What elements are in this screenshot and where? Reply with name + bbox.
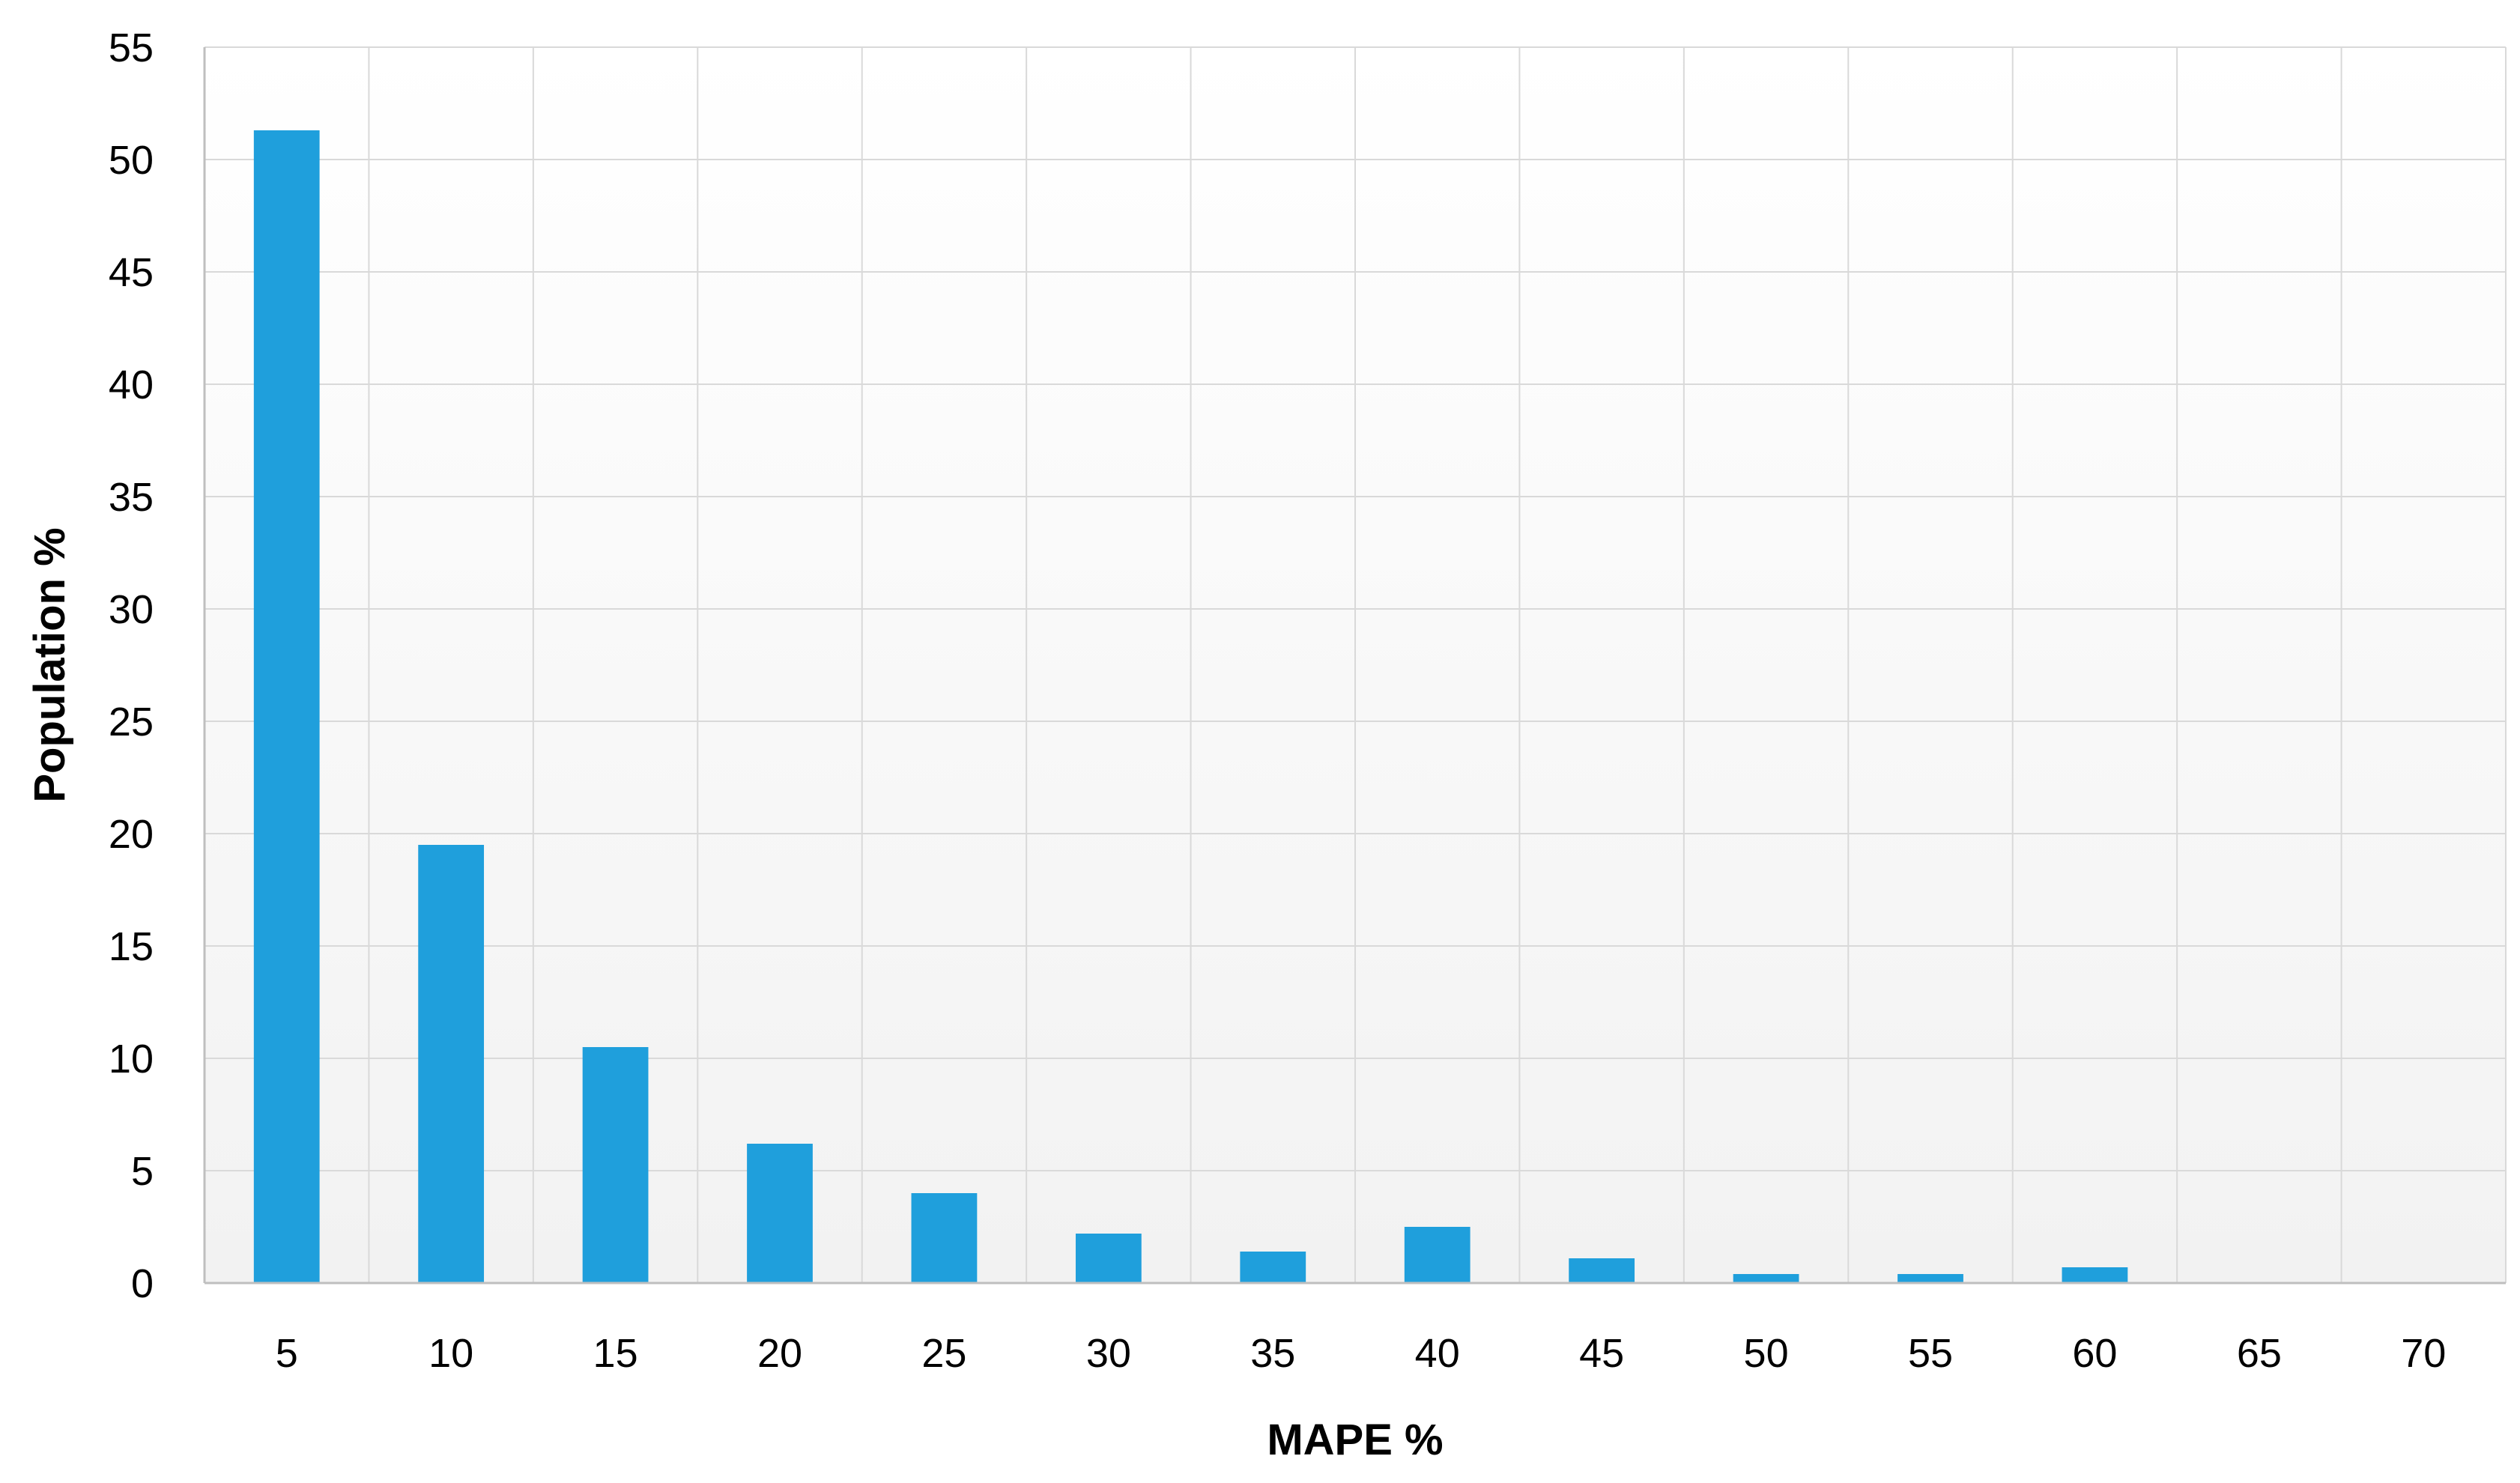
y-tick-label: 25 xyxy=(109,700,154,744)
x-tick-label: 25 xyxy=(921,1331,966,1376)
x-tick-labels: 5 10 15 20 25 30 35 40 45 50 55 60 65 70 xyxy=(276,1331,2447,1376)
y-tick-labels: 0 5 10 15 20 25 30 35 40 45 50 55 xyxy=(109,25,154,1306)
y-axis-title: Population % xyxy=(25,527,74,802)
x-tick-label: 35 xyxy=(1250,1331,1295,1376)
bar-50 xyxy=(1733,1274,1799,1283)
bar-5 xyxy=(253,130,320,1283)
bar-60 xyxy=(2062,1267,2128,1283)
bar-35 xyxy=(1240,1252,1306,1283)
bar-15 xyxy=(582,1047,649,1283)
x-tick-label: 70 xyxy=(2401,1331,2446,1376)
bar-10 xyxy=(418,845,485,1283)
x-tick-label: 30 xyxy=(1086,1331,1131,1376)
x-tick-label: 20 xyxy=(757,1331,802,1376)
y-tick-label: 0 xyxy=(131,1261,154,1306)
y-tick-label: 45 xyxy=(109,250,154,295)
vertical-gridlines xyxy=(368,47,2507,1283)
x-tick-label: 40 xyxy=(1415,1331,1460,1376)
bar-55 xyxy=(1897,1274,1963,1283)
bars xyxy=(253,130,2128,1283)
x-tick-label: 65 xyxy=(2237,1331,2282,1376)
x-tick-label: 55 xyxy=(1908,1331,1953,1376)
bar-45 xyxy=(1569,1258,1635,1283)
y-tick-label: 10 xyxy=(109,1037,154,1082)
bar-30 xyxy=(1075,1234,1142,1283)
y-tick-label: 40 xyxy=(109,363,154,407)
bar-20 xyxy=(747,1144,813,1283)
bar-25 xyxy=(911,1193,978,1283)
x-tick-label: 15 xyxy=(593,1331,638,1376)
x-tick-label: 45 xyxy=(1579,1331,1624,1376)
y-tick-label: 30 xyxy=(109,587,154,632)
bar-40 xyxy=(1404,1227,1470,1283)
x-axis-title: MAPE % xyxy=(1267,1416,1443,1464)
y-tick-label: 50 xyxy=(109,138,154,183)
y-tick-label: 5 xyxy=(131,1149,154,1194)
x-tick-label: 60 xyxy=(2072,1331,2117,1376)
x-tick-label: 5 xyxy=(276,1331,298,1376)
y-tick-label: 35 xyxy=(109,475,154,520)
x-tick-label: 10 xyxy=(428,1331,473,1376)
x-tick-label: 50 xyxy=(1744,1331,1789,1376)
y-tick-label: 15 xyxy=(109,924,154,969)
y-tick-label: 55 xyxy=(109,25,154,70)
y-tick-label: 20 xyxy=(109,812,154,857)
